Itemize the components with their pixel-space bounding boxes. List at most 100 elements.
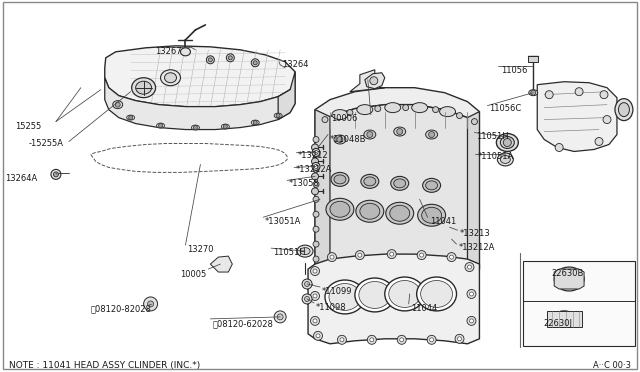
Ellipse shape: [221, 124, 229, 129]
Circle shape: [420, 253, 424, 257]
Circle shape: [575, 88, 583, 96]
Ellipse shape: [422, 207, 442, 223]
Ellipse shape: [331, 172, 349, 186]
Circle shape: [316, 334, 320, 338]
Circle shape: [595, 138, 603, 145]
Circle shape: [375, 106, 381, 112]
Ellipse shape: [334, 175, 346, 184]
Circle shape: [400, 338, 404, 342]
Circle shape: [449, 255, 454, 259]
Circle shape: [314, 150, 318, 154]
Circle shape: [274, 311, 286, 323]
Text: *11051A: *11051A: [477, 153, 514, 161]
Text: *13212: *13212: [298, 151, 329, 160]
Circle shape: [387, 250, 396, 259]
Polygon shape: [105, 78, 295, 129]
Circle shape: [313, 196, 319, 202]
Circle shape: [115, 102, 120, 107]
Circle shape: [305, 282, 310, 286]
Circle shape: [322, 116, 328, 122]
Circle shape: [397, 129, 403, 135]
Text: 11056C: 11056C: [490, 104, 522, 113]
Text: -15255A: -15255A: [29, 138, 64, 148]
Circle shape: [358, 253, 362, 257]
Ellipse shape: [356, 200, 384, 222]
Ellipse shape: [426, 181, 438, 190]
Circle shape: [228, 56, 232, 60]
Ellipse shape: [554, 267, 584, 291]
Circle shape: [467, 265, 472, 269]
Ellipse shape: [500, 155, 510, 163]
Circle shape: [252, 59, 259, 67]
Circle shape: [367, 335, 376, 344]
Polygon shape: [315, 105, 479, 279]
Ellipse shape: [364, 130, 376, 139]
Ellipse shape: [497, 153, 513, 166]
Circle shape: [467, 289, 476, 298]
Circle shape: [253, 121, 257, 125]
Circle shape: [206, 56, 214, 64]
Circle shape: [312, 173, 319, 180]
Polygon shape: [467, 112, 479, 279]
Ellipse shape: [274, 113, 282, 118]
Circle shape: [531, 90, 536, 95]
Ellipse shape: [332, 110, 348, 119]
Circle shape: [277, 314, 283, 320]
Circle shape: [313, 137, 319, 142]
Polygon shape: [537, 82, 617, 151]
Circle shape: [455, 334, 464, 343]
Ellipse shape: [390, 205, 410, 221]
Text: 22630J: 22630J: [543, 319, 572, 328]
Bar: [547, 311, 582, 327]
Circle shape: [337, 137, 343, 142]
Circle shape: [433, 107, 438, 113]
Ellipse shape: [252, 120, 259, 125]
Text: A··C 00·3: A··C 00·3: [593, 361, 631, 370]
Circle shape: [429, 338, 434, 342]
Ellipse shape: [361, 174, 379, 188]
Text: 10006: 10006: [331, 113, 357, 123]
Text: 13270: 13270: [188, 245, 214, 254]
Circle shape: [403, 105, 409, 110]
Circle shape: [313, 256, 319, 262]
Ellipse shape: [364, 177, 376, 186]
Ellipse shape: [386, 202, 413, 224]
Text: 11041: 11041: [429, 217, 456, 226]
Ellipse shape: [359, 282, 391, 308]
Ellipse shape: [417, 277, 456, 311]
Circle shape: [313, 319, 317, 323]
Circle shape: [600, 91, 608, 99]
Ellipse shape: [191, 125, 200, 130]
Circle shape: [312, 188, 319, 195]
Circle shape: [313, 241, 319, 247]
Ellipse shape: [394, 127, 406, 136]
Text: 11056: 11056: [501, 66, 528, 75]
Circle shape: [302, 294, 312, 304]
Text: NOTE : 11041 HEAD ASSY CLINDER (INC.*): NOTE : 11041 HEAD ASSY CLINDER (INC.*): [9, 361, 200, 370]
Ellipse shape: [412, 103, 428, 113]
Circle shape: [447, 253, 456, 262]
Circle shape: [227, 54, 234, 62]
Polygon shape: [278, 72, 295, 119]
Circle shape: [313, 269, 317, 273]
Circle shape: [312, 158, 319, 165]
Text: 13267: 13267: [156, 47, 182, 56]
Ellipse shape: [136, 81, 152, 94]
Ellipse shape: [325, 280, 365, 314]
Ellipse shape: [497, 134, 518, 151]
Circle shape: [367, 132, 373, 138]
Text: *13058: *13058: [289, 179, 320, 188]
Bar: [528, 56, 538, 62]
Ellipse shape: [529, 90, 538, 96]
Circle shape: [310, 267, 319, 276]
Ellipse shape: [418, 204, 445, 226]
Ellipse shape: [500, 137, 515, 148]
Ellipse shape: [157, 123, 164, 128]
Polygon shape: [315, 88, 479, 128]
Circle shape: [143, 297, 157, 311]
Ellipse shape: [385, 103, 401, 113]
Text: 11051H: 11051H: [273, 248, 306, 257]
Text: *13051A: *13051A: [265, 217, 301, 226]
Text: *11048B: *11048B: [330, 135, 367, 144]
Circle shape: [456, 113, 463, 119]
